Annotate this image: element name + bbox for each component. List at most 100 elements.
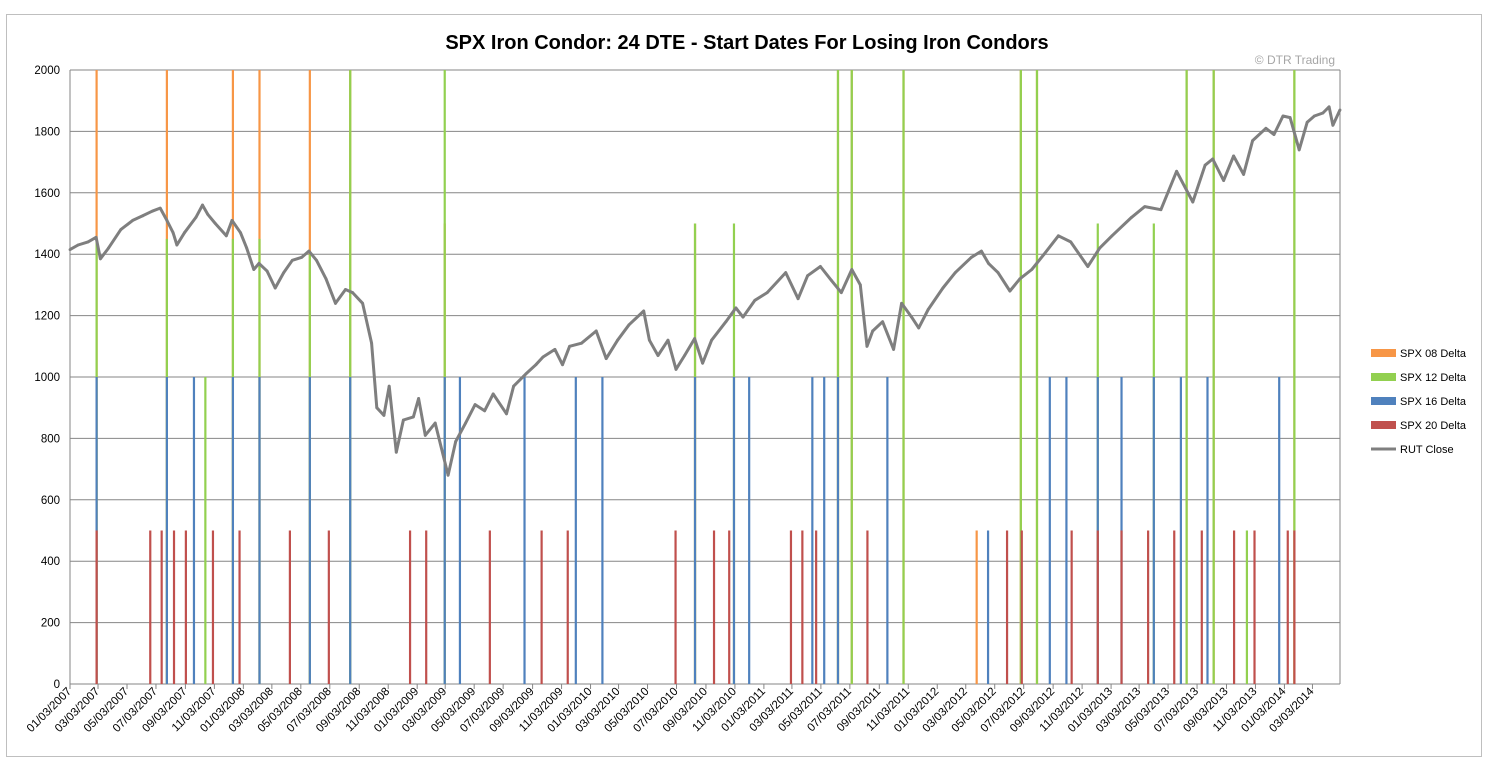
point-rut-close [1312,114,1316,118]
point-rut-close [741,315,745,319]
point-rut-close [642,309,646,313]
point-rut-close [534,363,538,367]
point-rut-close [265,269,269,273]
point-rut-close [796,297,800,301]
point-rut-close [433,421,437,425]
point-rut-close [213,222,217,225]
point-rut-close [454,440,458,443]
point-rut-close [464,421,468,425]
point-rut-close [1251,139,1255,143]
point-rut-close [201,203,204,207]
point-rut-close [141,214,145,218]
point-rut-close [375,406,379,410]
y-tick-label: 1800 [34,126,60,138]
point-rut-close [1042,252,1046,256]
point-rut-close [734,306,738,310]
point-rut-close [753,298,757,302]
point-rut-close [604,357,608,360]
point-rut-close [446,473,450,477]
point-rut-close [858,283,862,287]
point-rut-close [541,355,545,359]
point-rut-close [290,258,294,262]
point-rut-close [1008,289,1012,293]
y-tick-label: 200 [41,618,60,630]
legend-label-rut-close: RUT Close [1400,444,1454,456]
point-rut-close [865,344,869,348]
point-rut-close [674,367,678,371]
point-rut-close [473,403,477,407]
point-rut-close [1203,163,1207,167]
point-rut-close [382,413,386,417]
point-rut-close [158,206,162,210]
plot-area: 020040060080010001200140016001800200001/… [25,65,1342,735]
point-rut-close [131,219,135,222]
point-rut-close [839,291,843,294]
point-rut-close [300,255,304,259]
point-rut-close [1242,172,1245,176]
point-rut-close [86,240,90,244]
y-tick-label: 1400 [34,249,60,261]
point-rut-close [423,433,427,437]
point-rut-close [693,337,696,341]
point-rut-close [512,384,515,388]
point-rut-close [194,215,198,219]
point-rut-close [987,262,990,265]
point-rut-close [980,249,983,253]
point-rut-close [98,257,102,261]
point-rut-close [239,231,242,235]
legend-label-spx-20-delta: SPX 20 Delta [1400,420,1467,432]
point-rut-close [580,341,583,345]
point-rut-close [568,344,572,348]
point-rut-close [230,219,234,222]
point-rut-close [224,234,228,238]
legend-swatch-spx-16-delta [1371,397,1396,405]
point-rut-close [252,268,256,271]
point-rut-close [1110,234,1114,238]
point-rut-close [871,329,875,333]
watermark: © DTR Trading [1255,53,1335,67]
point-rut-close [411,415,415,419]
y-tick-label: 600 [41,495,60,507]
point-rut-close [594,329,598,333]
point-rut-close [561,363,564,367]
point-rut-close [917,326,921,330]
point-rut-close [324,277,328,281]
point-rut-close [970,255,973,259]
chart-frame: SPX Iron Condor: 24 DTE - Start Dates Fo… [6,14,1482,757]
point-rut-close [1030,268,1034,271]
point-rut-close [119,228,123,232]
point-rut-close [150,209,154,213]
point-rut-close [648,338,651,342]
point-rut-close [926,308,930,311]
y-tick-label: 1600 [34,188,60,200]
y-tick-label: 800 [41,433,60,445]
point-rut-close [1069,240,1073,244]
point-rut-close [683,354,686,357]
point-rut-close [1305,120,1309,124]
chart-title: SPX Iron Condor: 24 DTE - Start Dates Fo… [445,32,1048,54]
point-rut-close [245,246,249,250]
point-rut-close [394,450,398,454]
y-tick-label: 1200 [34,311,60,323]
point-rut-close [953,271,957,275]
point-rut-close [1264,126,1268,130]
point-rut-close [1143,205,1147,209]
point-rut-close [1272,133,1276,136]
point-rut-close [553,347,557,351]
point-rut-close [1297,148,1301,152]
point-rut-close [666,338,670,342]
point-rut-close [1159,208,1163,212]
point-rut-close [1331,123,1335,127]
point-rut-close [94,235,98,239]
point-rut-close [765,291,769,294]
point-rut-close [701,361,705,365]
legend-swatch-spx-08-delta [1371,349,1396,357]
point-rut-close [1191,200,1195,204]
point-rut-close [315,258,318,262]
point-rut-close [307,249,311,253]
point-rut-close [941,286,945,290]
legend-label-spx-16-delta: SPX 16 Delta [1400,396,1467,408]
point-rut-close [1098,246,1102,250]
point-rut-close [351,291,354,294]
point-rut-close [273,286,277,290]
